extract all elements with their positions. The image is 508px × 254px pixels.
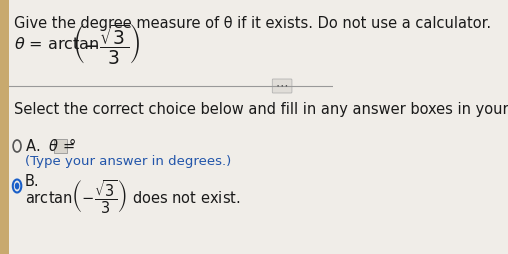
Circle shape: [15, 183, 19, 189]
Text: Select the correct choice below and fill in any answer boxes in your choice.: Select the correct choice below and fill…: [14, 102, 508, 117]
Text: A.  $\theta$ =: A. $\theta$ =: [25, 138, 75, 154]
Text: $\left( -\dfrac{\sqrt{3}}{3} \right)$: $\left( -\dfrac{\sqrt{3}}{3} \right)$: [72, 22, 140, 67]
Text: $\theta$ = arctan: $\theta$ = arctan: [14, 36, 100, 52]
Text: arctan$\left( -\dfrac{\sqrt{3}}{3} \right)$ does not exist.: arctan$\left( -\dfrac{\sqrt{3}}{3} \righ…: [25, 178, 240, 216]
Text: (Type your answer in degrees.): (Type your answer in degrees.): [25, 154, 231, 167]
FancyBboxPatch shape: [54, 139, 67, 153]
Text: Give the degree measure of θ if it exists. Do not use a calculator.: Give the degree measure of θ if it exist…: [14, 16, 492, 31]
Text: °: °: [68, 138, 76, 153]
FancyBboxPatch shape: [0, 0, 9, 254]
Text: ⋯: ⋯: [276, 80, 289, 92]
FancyBboxPatch shape: [272, 79, 292, 93]
Text: B.: B.: [25, 174, 40, 189]
